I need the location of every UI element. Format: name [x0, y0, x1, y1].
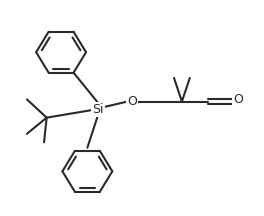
Text: O: O — [233, 93, 243, 106]
Text: Si: Si — [92, 103, 103, 116]
Text: O: O — [127, 95, 137, 108]
